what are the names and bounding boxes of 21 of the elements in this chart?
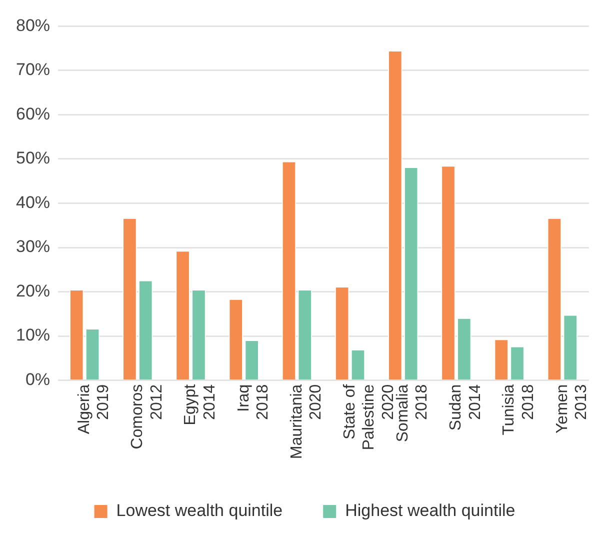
y-tick-label: 10% [16,326,50,345]
x-tick-label: Iraq 2018 [235,384,272,420]
y-tick-label: 70% [16,60,50,80]
y-tick-label: 0% [25,370,50,389]
x-tick-label: Sudan 2014 [448,384,484,431]
y-tick-label: 40% [16,192,50,212]
x-tick-label: Mauritania 2020 [288,384,325,459]
x-tick-label: State of Palestine 2020 [341,384,397,450]
x-tick-label: Tunisia 2018 [500,384,537,436]
y-tick-label: 50% [16,148,50,168]
x-tick-label: Egypt 2014 [182,384,218,426]
y-tick-label: 30% [16,237,50,256]
legend-label: Highest wealth quintile [345,501,516,520]
x-tick-label: Somalia 2018 [394,384,431,442]
x-tick-label: Algeria 2019 [76,384,112,434]
x-tick-label: Yemen 2013 [554,384,590,434]
y-tick-label: 20% [16,281,50,300]
x-tick-label: Comoros 2012 [129,384,166,450]
y-tick-label: 80% [16,16,50,35]
y-tick-label: 60% [16,104,50,124]
legend-label: Lowest wealth quintile [116,501,283,520]
